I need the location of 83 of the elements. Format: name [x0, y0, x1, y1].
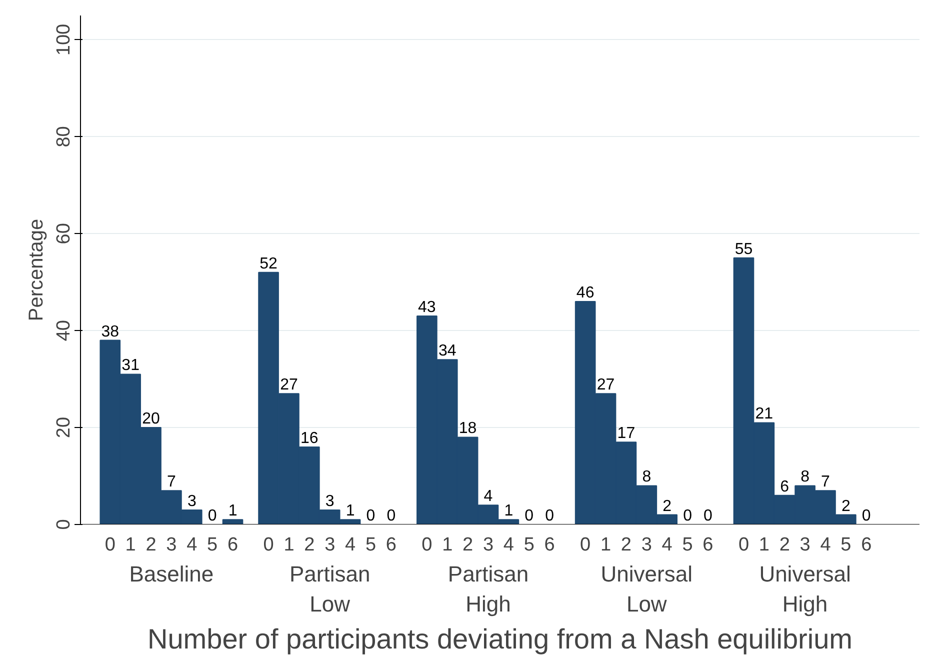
text: Partisan Low [289, 562, 370, 616]
x-tick-label: 4 [186, 534, 198, 556]
data-label: 21 [755, 406, 774, 423]
x-tick-label: 1 [125, 534, 136, 556]
data-label: 0 [386, 508, 396, 524]
x-tick-label: 2 [462, 534, 474, 556]
data-label: 27 [596, 376, 615, 394]
x-axis-title: Number of participants deviating from a Nash equilibrium [148, 624, 853, 654]
x-tick-label: 1 [758, 534, 770, 556]
x-tick-label: 1 [442, 534, 453, 556]
data-label: 43 [418, 299, 436, 316]
data-label: 34 [438, 342, 456, 360]
x-tick-label: 5 [682, 534, 693, 556]
text: Baseline [129, 562, 214, 586]
data-label: 0 [862, 508, 871, 524]
x-tick-label: 1 [600, 534, 612, 556]
data-label: 1 [346, 502, 355, 520]
data-label: 4 [484, 488, 493, 506]
data-label: 6 [780, 478, 790, 496]
x-tick-label: 5 [840, 534, 852, 556]
x-tick-label: 2 [304, 534, 315, 556]
x-tick-label: 6 [861, 534, 872, 556]
data-label: 18 [458, 420, 477, 438]
data-label: 52 [260, 255, 278, 272]
text: Partisan High [448, 562, 529, 616]
data-label: 38 [101, 323, 120, 340]
data-label: 31 [122, 357, 140, 374]
y-tick-label: 0 [54, 519, 74, 530]
x-tick-label: 5 [524, 534, 534, 556]
data-label: 0 [683, 508, 692, 524]
data-label: 0 [366, 508, 376, 524]
data-label: 1 [504, 502, 514, 520]
data-label: 2 [841, 498, 850, 515]
x-tick-label: 3 [166, 534, 177, 556]
text: Universal Low [600, 562, 692, 616]
y-tick-label: 60 [54, 223, 74, 244]
data-label: 0 [704, 508, 713, 524]
x-tick-label: 0 [263, 534, 274, 556]
data-label: 3 [187, 492, 196, 510]
data-label: 0 [545, 508, 554, 524]
data-label: 55 [734, 240, 753, 258]
data-label: 7 [821, 474, 830, 491]
x-tick-label: 3 [800, 534, 810, 556]
data-label: 17 [617, 425, 636, 442]
x-tick-label: 4 [503, 534, 514, 556]
x-tick-label: 6 [702, 534, 714, 556]
x-tick-label: 6 [227, 534, 238, 556]
x-tick-label: 0 [104, 534, 116, 556]
x-tick-label: 4 [820, 534, 832, 556]
x-tick-label: 3 [324, 534, 336, 556]
data-label: 2 [662, 498, 672, 515]
x-tick-label: 4 [662, 534, 673, 556]
data-label: 8 [642, 468, 652, 486]
data-label: 1 [228, 502, 238, 520]
y-axis-title: Percentage [26, 218, 48, 322]
y-tick-label: 100 [54, 24, 74, 56]
x-tick-label: 5 [207, 534, 218, 556]
x-tick-label: 2 [779, 534, 790, 556]
data-label: 46 [576, 284, 594, 302]
y-tick-label: 40 [54, 320, 74, 342]
x-tick-label: 6 [386, 534, 396, 556]
text: Universal High [759, 562, 851, 616]
data-label: 7 [167, 474, 176, 491]
x-tick-label: 0 [580, 534, 591, 556]
x-tick-label: 5 [365, 534, 376, 556]
x-tick-label: 3 [641, 534, 652, 556]
y-tick-label: 80 [54, 126, 74, 148]
x-tick-label: 2 [620, 534, 632, 556]
x-tick-label: 0 [738, 534, 750, 556]
x-tick-label: 2 [146, 534, 156, 556]
x-tick-label: 1 [284, 534, 294, 556]
x-tick-label: 6 [544, 534, 555, 556]
data-label: 16 [300, 430, 318, 447]
data-label: 8 [800, 468, 810, 486]
x-tick-label: 0 [422, 534, 432, 556]
y-tick-label: 20 [54, 416, 74, 438]
data-label: 0 [208, 508, 217, 524]
x-tick-label: 3 [482, 534, 494, 556]
data-label: 3 [325, 492, 334, 510]
x-tick-label: 4 [345, 534, 356, 556]
data-label: 27 [280, 376, 298, 394]
data-label: 0 [524, 508, 534, 524]
data-label: 20 [142, 410, 160, 428]
